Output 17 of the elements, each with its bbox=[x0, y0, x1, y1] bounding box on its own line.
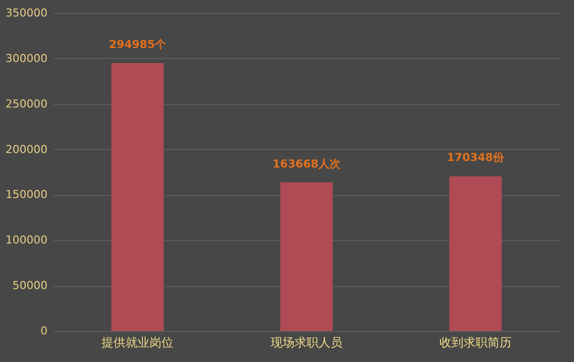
data-label: 170348份 bbox=[447, 151, 505, 164]
bar bbox=[111, 62, 164, 331]
y-tick-label: 300000 bbox=[6, 52, 48, 65]
x-tick-label: 现场求职人员 bbox=[270, 336, 342, 350]
y-tick-label: 100000 bbox=[6, 234, 48, 247]
y-tick-label: 200000 bbox=[6, 142, 48, 156]
bar bbox=[280, 182, 333, 331]
data-label: 163668人次 bbox=[272, 157, 342, 170]
bar bbox=[449, 176, 502, 331]
y-tick-label: 350000 bbox=[6, 6, 48, 20]
x-tick-label: 收到求职简历 bbox=[440, 336, 512, 350]
x-tick-label: 提供就业岗位 bbox=[102, 336, 174, 350]
data-label: 294985个 bbox=[109, 38, 167, 51]
y-tick-label: 50000 bbox=[12, 279, 48, 292]
y-tick-label: 150000 bbox=[6, 188, 48, 202]
y-tick-label: 0 bbox=[40, 324, 48, 338]
y-tick-label: 250000 bbox=[6, 97, 48, 110]
